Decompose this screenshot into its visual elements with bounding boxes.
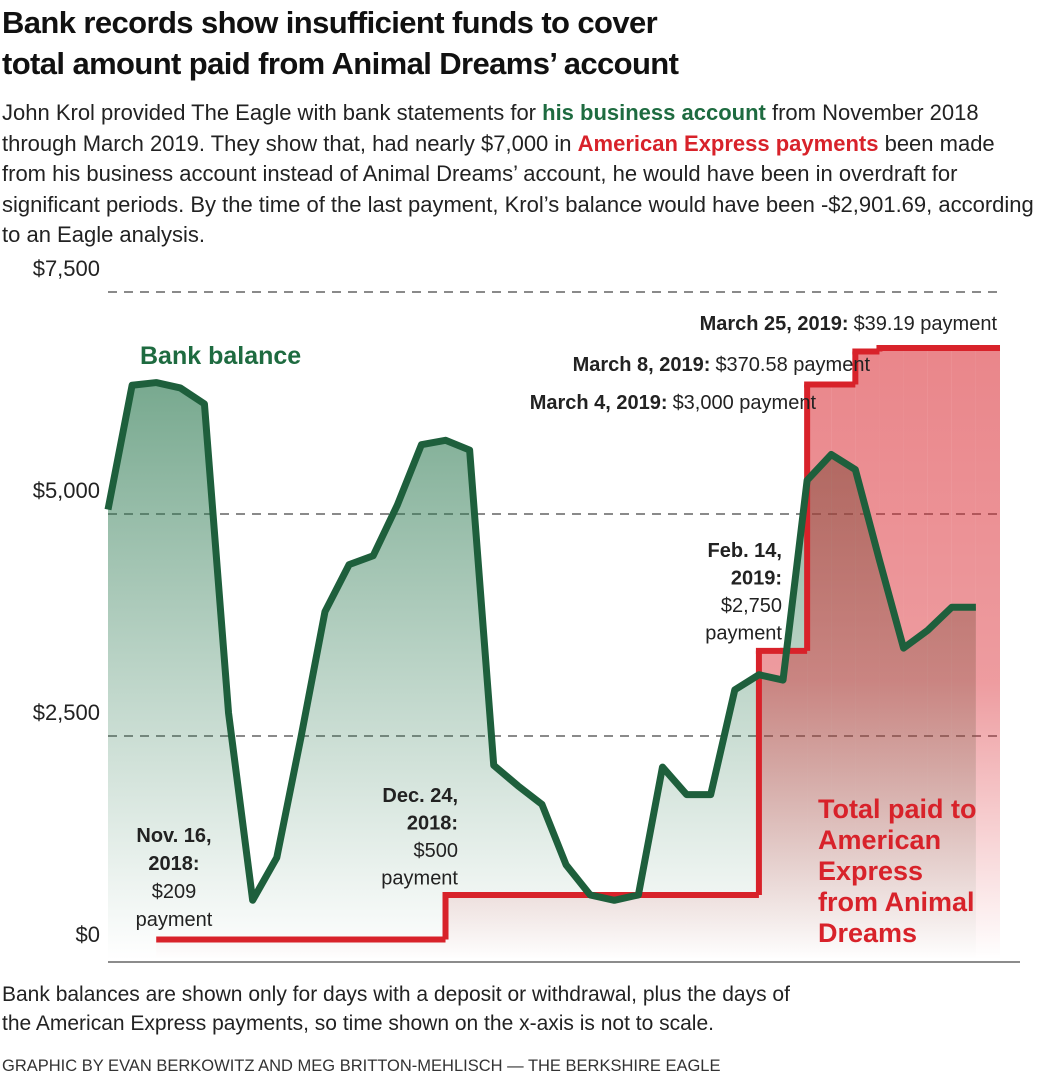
- annotation-bold: March 8, 2019:: [573, 354, 711, 376]
- annotation-bold: March 4, 2019:: [530, 392, 668, 414]
- subtitle-highlight: his business account: [542, 100, 766, 125]
- annotation-text: payment: [705, 623, 782, 645]
- step-area: [783, 650, 808, 958]
- annotation-bold: Dec. 24,: [382, 785, 458, 807]
- annotation-text: $3,000 payment: [673, 392, 817, 414]
- chart-title: Bank records show insufficient funds to …: [2, 2, 679, 84]
- y-tick-label: $7,500: [33, 256, 100, 281]
- y-tick-label: $5,000: [33, 478, 100, 503]
- series-label: Total paid to American Express from Anim…: [818, 794, 977, 948]
- annotation: March 25, 2019: $39.19 payment: [700, 313, 998, 335]
- balance-line: [104, 379, 976, 904]
- step-area: [180, 939, 205, 958]
- note-line: Bank balances are shown only for days wi…: [2, 983, 790, 1006]
- step-area: [975, 348, 1000, 958]
- step-area: [445, 895, 470, 958]
- step-area: [758, 650, 784, 958]
- step-area: [831, 384, 856, 958]
- step-area: [638, 895, 663, 958]
- step-area: [493, 895, 518, 958]
- step-area: [300, 939, 325, 958]
- series-label: Bank balance: [140, 342, 301, 370]
- note-line: the American Express payments, so time s…: [2, 1012, 714, 1035]
- step-area: [276, 939, 301, 958]
- note: Bank balances are shown only for days wi…: [2, 980, 790, 1038]
- title-line: total amount paid from Animal Dreams’ ac…: [2, 46, 679, 81]
- annotation-bold: 2019:: [731, 568, 782, 590]
- step-area: [927, 348, 952, 958]
- subtitle-text: John Krol provided The Eagle with bank s…: [2, 100, 543, 125]
- step-area: [590, 895, 615, 958]
- annotation-text: payment: [136, 909, 213, 931]
- credit: GRAPHIC BY EVAN BERKOWITZ AND MEG BRITTO…: [2, 1057, 721, 1075]
- subtitle-text: from November 2018 through March 2019. T…: [2, 100, 979, 156]
- annotation-text: $209: [152, 881, 197, 903]
- step-area: [349, 939, 374, 958]
- step-area: [662, 895, 687, 958]
- y-tick-label: $2,500: [33, 700, 100, 725]
- step-area: [879, 348, 904, 958]
- annotation: March 4, 2019: $3,000 payment: [530, 392, 817, 414]
- step-area: [686, 895, 711, 958]
- step-area: [156, 939, 181, 958]
- subtitle-text: been made from his business account inst…: [2, 130, 1034, 248]
- step-area: [204, 939, 229, 958]
- subtitle: John Krol provided The Eagle with bank s…: [2, 98, 1042, 251]
- step-area: [614, 895, 639, 958]
- annotation-text: payment: [381, 868, 458, 890]
- step-area: [397, 939, 422, 958]
- annotation-text: $500: [414, 840, 459, 862]
- step-area: [228, 939, 253, 958]
- subtitle-highlight: American Express payments: [577, 130, 879, 156]
- step-area: [734, 895, 759, 958]
- step-area: [324, 939, 350, 958]
- step-area: [469, 895, 494, 958]
- step-area: [517, 895, 542, 958]
- annotation-text: $370.58 payment: [715, 354, 870, 376]
- annotation: March 8, 2019: $370.58 payment: [573, 354, 871, 376]
- y-tick-label: $0: [76, 922, 100, 947]
- annotation-text: $2,750: [721, 595, 782, 617]
- annotation-text: $39.19 payment: [854, 313, 998, 335]
- annotation-bold: Feb. 14,: [708, 540, 782, 562]
- step-area: [421, 939, 446, 958]
- step-area: [710, 895, 735, 958]
- step-area: [855, 351, 880, 958]
- annotation-bold: March 25, 2019:: [700, 313, 849, 335]
- step-area: [951, 348, 976, 958]
- annotation-bold: 2018:: [407, 813, 458, 835]
- step-area: [373, 939, 398, 958]
- step-area: [541, 895, 567, 958]
- annotation-bold: 2018:: [148, 853, 199, 875]
- title-line: Bank records show insufficient funds to …: [2, 5, 658, 40]
- step-area: [903, 348, 928, 958]
- step-area: [566, 895, 591, 958]
- step-area: [252, 939, 277, 958]
- annotation-bold: Nov. 16,: [136, 825, 211, 847]
